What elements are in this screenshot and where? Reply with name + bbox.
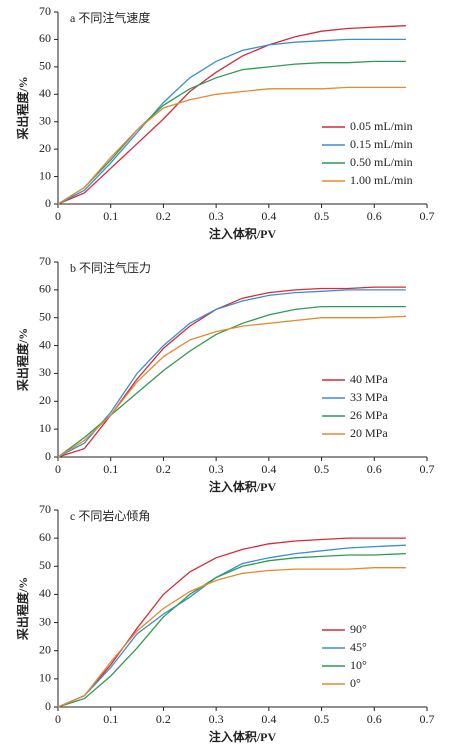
y-tick-label: 50: [39, 309, 51, 323]
x-tick-label: 0.6: [367, 712, 382, 726]
y-tick-label: 70: [39, 502, 51, 516]
x-axis-label: 注入体积/PV: [209, 226, 277, 241]
x-tick-label: 0.5: [314, 712, 329, 726]
x-tick-label: 0.7: [420, 462, 435, 476]
legend-label: 90°: [350, 622, 367, 636]
x-tick-label: 0.1: [103, 712, 118, 726]
x-tick-label: 0.2: [156, 712, 171, 726]
data-line: [57, 552, 406, 708]
y-axis-label: 采出程度/%: [15, 76, 30, 140]
x-tick-label: 0.3: [209, 209, 224, 223]
data-line: [57, 567, 406, 708]
x-tick-label: 0.4: [261, 462, 276, 476]
legend-label: 0.50 mL/min: [350, 155, 413, 169]
x-tick-label: 0.4: [261, 209, 276, 223]
data-line: [57, 315, 406, 458]
y-tick-label: 0: [45, 196, 51, 210]
y-tick-label: 30: [39, 614, 51, 628]
legend-label: 0.15 mL/min: [350, 137, 413, 151]
y-tick-label: 10: [39, 168, 51, 182]
x-axis-label: 注入体积/PV: [209, 729, 277, 744]
data-line: [57, 60, 406, 205]
x-tick-label: 0.2: [156, 462, 171, 476]
panel-title: c 不同岩心倾角: [70, 508, 150, 523]
legend-label: 1.00 mL/min: [350, 173, 413, 187]
y-tick-label: 10: [39, 671, 51, 685]
x-tick-label: 0.1: [103, 209, 118, 223]
legend-label: 0°: [350, 676, 361, 690]
y-tick-label: 60: [39, 31, 51, 45]
legend-label: 45°: [350, 640, 367, 654]
x-tick-label: 0.6: [367, 209, 382, 223]
y-tick-label: 40: [39, 86, 51, 100]
y-tick-label: 70: [39, 254, 51, 268]
y-tick-label: 40: [39, 586, 51, 600]
panel-title: a 不同注气速度: [70, 10, 150, 25]
y-tick-label: 0: [45, 449, 51, 463]
x-tick-label: 0.6: [367, 462, 382, 476]
y-axis-label: 采出程度/%: [15, 328, 30, 392]
y-tick-label: 0: [45, 699, 51, 713]
y-tick-label: 50: [39, 558, 51, 572]
data-line: [57, 25, 406, 205]
y-tick-label: 30: [39, 113, 51, 127]
legend-label: 26 MPa: [350, 408, 388, 422]
legend-label: 33 MPa: [350, 390, 388, 404]
y-tick-label: 30: [39, 365, 51, 379]
y-tick-label: 70: [39, 4, 51, 18]
x-tick-label: 0.5: [314, 209, 329, 223]
x-tick-label: 0: [55, 712, 61, 726]
y-axis-label: 采出程度/%: [15, 577, 30, 641]
x-tick-label: 0.7: [420, 712, 435, 726]
y-tick-label: 60: [39, 530, 51, 544]
x-axis-label: 注入体积/PV: [209, 479, 277, 494]
data-line: [57, 86, 406, 205]
legend-label: 0.05 mL/min: [350, 119, 413, 133]
y-tick-label: 20: [39, 642, 51, 656]
data-line: [57, 544, 406, 708]
panel-title: b 不同注气压力: [70, 260, 151, 275]
x-tick-label: 0.5: [314, 462, 329, 476]
legend-label: 10°: [350, 658, 367, 672]
y-tick-label: 60: [39, 282, 51, 296]
x-tick-label: 0: [55, 209, 61, 223]
x-tick-label: 0.1: [103, 462, 118, 476]
data-line: [57, 537, 406, 708]
y-tick-label: 40: [39, 337, 51, 351]
x-tick-label: 0.2: [156, 209, 171, 223]
x-tick-label: 0: [55, 462, 61, 476]
data-line: [57, 38, 406, 205]
legend-label: 40 MPa: [350, 372, 388, 386]
y-tick-label: 50: [39, 59, 51, 73]
x-tick-label: 0.4: [261, 712, 276, 726]
y-tick-label: 20: [39, 393, 51, 407]
x-tick-label: 0.7: [420, 209, 435, 223]
x-tick-label: 0.3: [209, 462, 224, 476]
data-line: [57, 289, 406, 458]
legend-label: 20 MPa: [350, 426, 388, 440]
x-tick-label: 0.3: [209, 712, 224, 726]
y-tick-label: 10: [39, 421, 51, 435]
y-tick-label: 20: [39, 141, 51, 155]
